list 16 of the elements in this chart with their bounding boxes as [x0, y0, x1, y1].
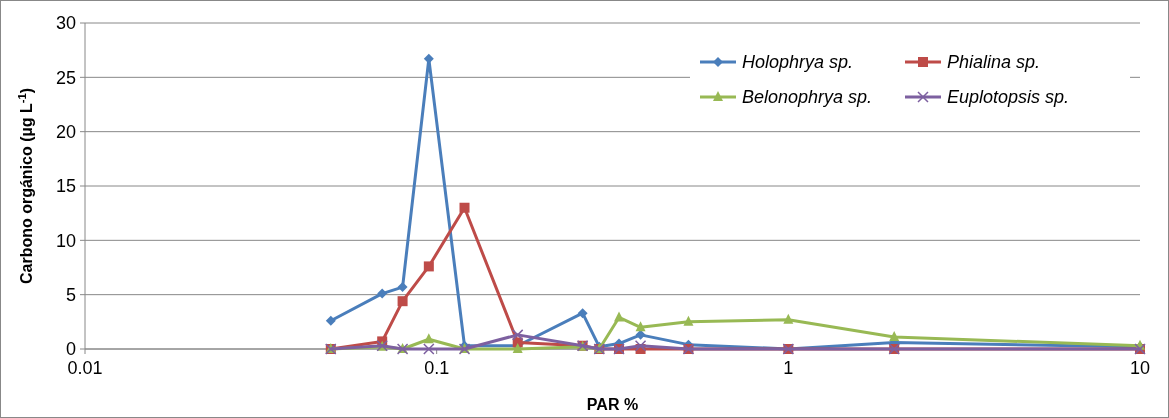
y-tick-label: 0 — [65, 339, 76, 360]
y-tick-label: 20 — [55, 121, 76, 142]
x-tick-label: 0.01 — [67, 358, 103, 378]
x-tick-label: 1 — [783, 358, 794, 378]
x-tick-label: 0.1 — [424, 358, 450, 378]
legend-label: Euplotopsis sp. — [947, 87, 1070, 108]
y-tick-label: 5 — [65, 284, 76, 305]
legend-label: Phialina sp. — [947, 52, 1041, 73]
y-tick-label: 15 — [55, 176, 76, 197]
y-tick-label: 10 — [55, 230, 76, 251]
y-tick-label: 30 — [55, 13, 76, 34]
x-tick-label: 10 — [1129, 358, 1151, 378]
x-axis-title: PAR % — [586, 396, 639, 413]
y-tick-label: 25 — [55, 67, 76, 88]
legend-label: Holophrya sp. — [742, 52, 854, 73]
legend-label: Belonophrya sp. — [742, 87, 873, 108]
